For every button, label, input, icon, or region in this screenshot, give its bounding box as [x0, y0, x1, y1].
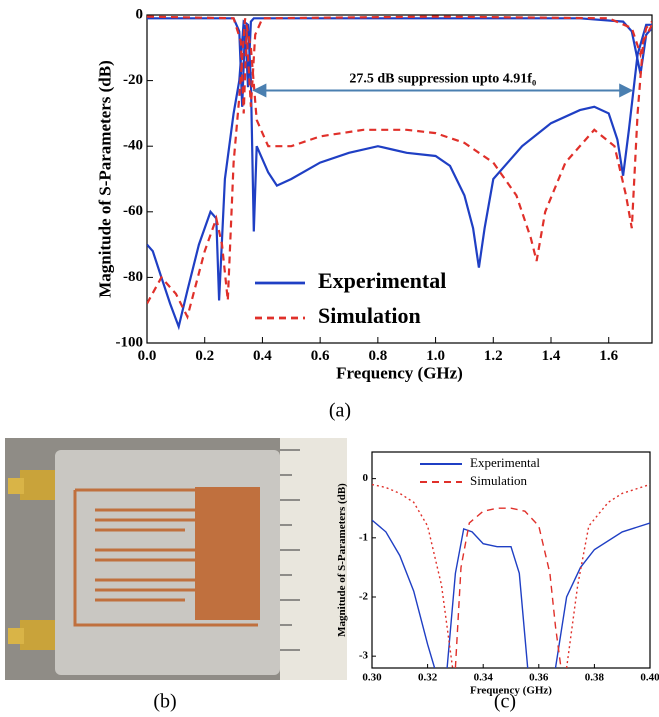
photo [5, 438, 347, 680]
x-tick-label: 0.4 [253, 348, 272, 364]
series-line [372, 519, 650, 668]
legend-label: Simulation [318, 303, 421, 328]
x-tick-label: 0.30 [362, 671, 382, 683]
y-tick-label: -80 [123, 269, 143, 285]
series-line [147, 15, 652, 114]
series-line [454, 507, 562, 668]
series-line [372, 483, 650, 668]
plot-frame [146, 14, 653, 344]
x-tick-label: 0.34 [474, 671, 494, 683]
legend-label: Experimental [318, 268, 446, 293]
x-tick-label: 0.32 [418, 671, 438, 683]
x-axis-label: Frequency (GHz) [470, 685, 552, 697]
y-tick-label: -100 [116, 334, 144, 350]
y-axis-label: Magnitude of S-Parameters (dB) [336, 483, 348, 637]
y-tick-label: -3 [359, 650, 369, 662]
plot-area [372, 483, 650, 668]
y-tick-label: -1 [359, 531, 368, 543]
series-line [147, 19, 652, 331]
y-tick-label: 0 [136, 6, 144, 22]
x-axis-label: Frequency (GHz) [336, 363, 463, 382]
legend-label: Simulation [470, 473, 528, 488]
x-tick-label: 0.40 [640, 671, 659, 683]
x-tick-label: 0.0 [138, 348, 157, 364]
y-axis-label: Magnitude of S-Parameters (dB) [95, 60, 114, 298]
x-tick-label: 1.6 [599, 348, 618, 364]
y-tick-label: 0 [363, 472, 369, 484]
series-line [147, 18, 652, 320]
plot-area [147, 15, 652, 331]
x-tick-label: 1.0 [426, 348, 445, 364]
x-tick-label: 0.8 [368, 348, 387, 364]
x-tick-label: 0.6 [311, 348, 330, 364]
y-tick-label: -20 [123, 72, 143, 88]
legend-label: Experimental [470, 455, 540, 470]
x-tick-label: 0.36 [529, 671, 549, 683]
y-tick-label: -40 [123, 138, 143, 154]
annotation-text: 27.5 dB suppression upto 4.91f₀ [349, 72, 536, 87]
y-tick-label: -60 [123, 203, 143, 219]
plot-frame [371, 451, 651, 669]
series-line [147, 17, 652, 107]
caption: (a) [329, 400, 351, 422]
x-tick-label: 0.38 [585, 671, 605, 683]
y-tick-label: -2 [359, 591, 369, 603]
caption: (c) [494, 691, 516, 713]
x-tick-label: 0.2 [195, 348, 214, 364]
x-tick-label: 1.4 [542, 348, 561, 364]
x-tick-label: 1.2 [484, 348, 503, 364]
caption: (b) [153, 691, 176, 713]
